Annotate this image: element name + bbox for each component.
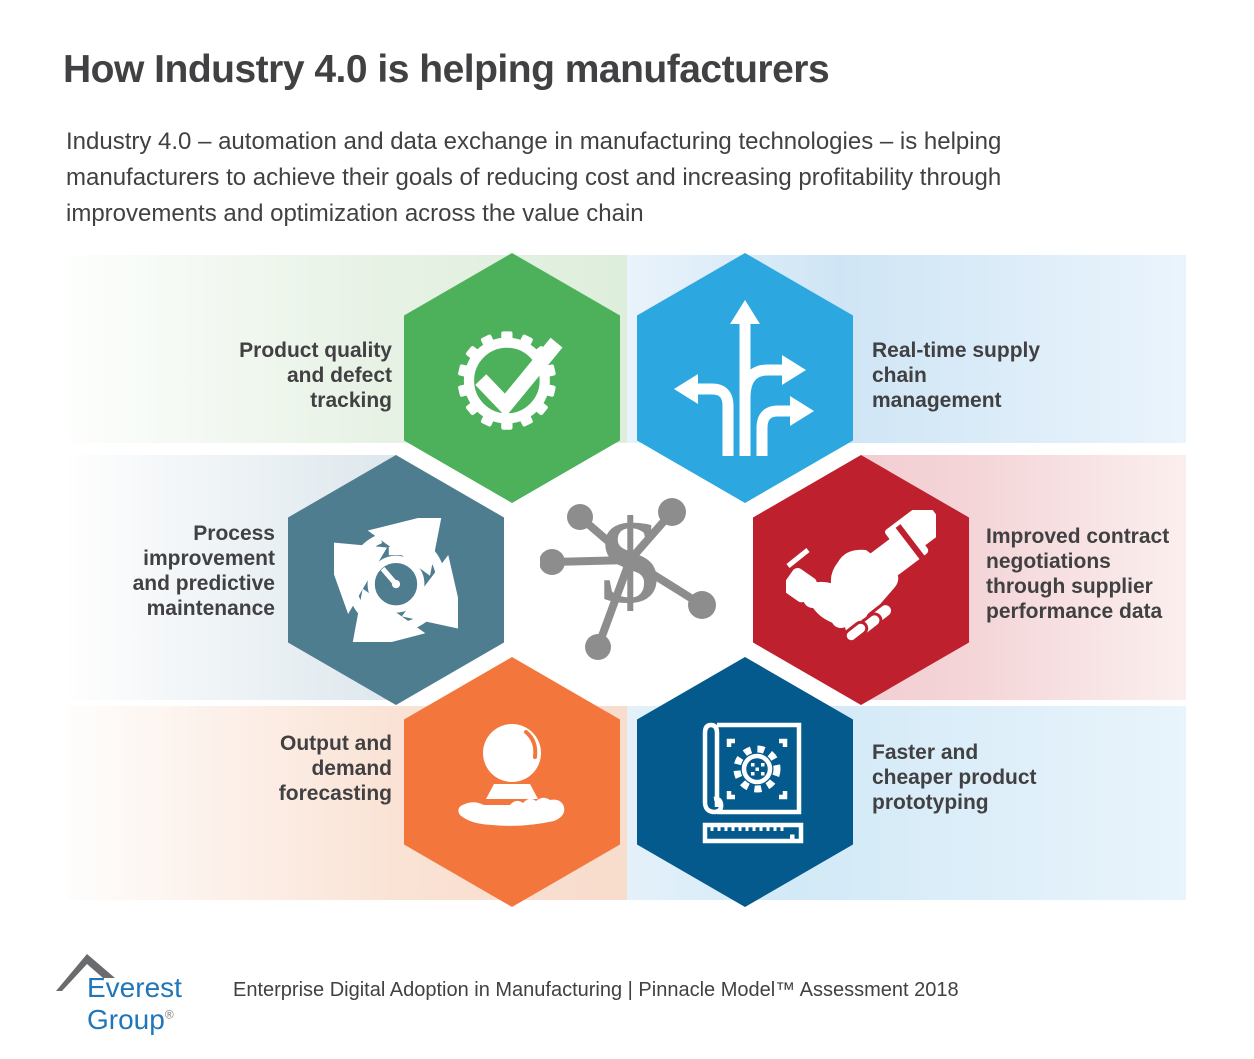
registered-mark: ®	[164, 1007, 174, 1022]
label-contract-negotiations: Improved contract negotiations through s…	[986, 525, 1170, 623]
handshake-icon	[786, 510, 936, 644]
hexagon-product-prototyping	[637, 657, 853, 907]
crystal-ball-hand-icon	[458, 724, 565, 826]
label-product-prototyping: Faster and cheaper product prototyping	[872, 741, 1037, 814]
intro-paragraph: Industry 4.0 – automation and data excha…	[66, 128, 1002, 227]
dollar-symbol: $	[600, 495, 660, 628]
everest-peak-icon	[56, 954, 115, 991]
hexagon-output-forecasting	[404, 657, 620, 907]
center-icon-wrap: $	[539, 490, 720, 670]
label-process-improvement: Process improvement and predictive maint…	[132, 522, 275, 620]
footer-caption: Enterprise Digital Adoption in Manufactu…	[233, 979, 959, 1001]
cycle-gauge-icon	[334, 518, 458, 642]
page-title: How Industry 4.0 is helping manufacturer…	[63, 48, 830, 91]
dollar-network-icon: $	[539, 495, 716, 660]
label-supply-chain: Real-time supply chain management	[872, 339, 1041, 412]
branching-arrows-icon	[674, 300, 814, 456]
label-output-forecasting: Output and demand forecasting	[278, 732, 392, 805]
brand-logo-text: Everest Group®	[87, 972, 182, 1035]
blueprint-icon	[702, 722, 804, 844]
label-product-quality: Product quality and defect tracking	[239, 339, 392, 412]
gear-check-icon	[458, 331, 563, 430]
